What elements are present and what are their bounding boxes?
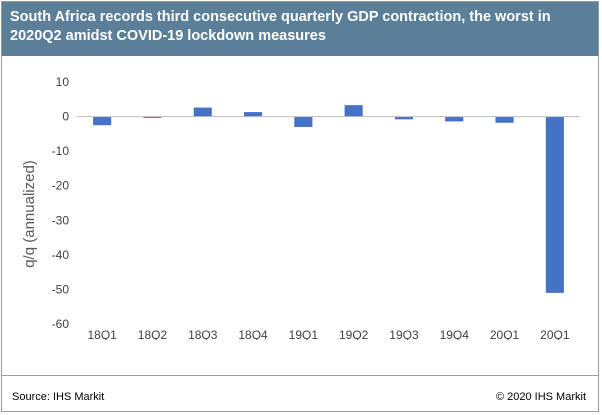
bar-19q1-4 [294, 116, 313, 127]
source-note: Source: IHS Markit [12, 391, 105, 403]
x-tick-label: 20Q1 [540, 328, 570, 340]
y-tick-label: -40 [52, 248, 70, 262]
x-tick-label: 19Q2 [339, 328, 369, 340]
y-axis-ticks: 10 0 -10 -20 -30 -40 -50 -60 [52, 75, 70, 331]
y-tick-label: -30 [52, 213, 70, 227]
footer: Source: IHS Markit © 2020 IHS Markit [2, 375, 598, 411]
bar-18q1-0 [93, 116, 112, 126]
y-tick-label: -10 [52, 144, 70, 158]
x-tick-label: 19Q4 [440, 328, 470, 340]
x-tick-label: 20Q1 [490, 328, 520, 340]
x-tick-label: 18Q2 [138, 328, 168, 340]
x-tick-label: 18Q4 [238, 328, 268, 340]
bar-19q2-5 [344, 105, 363, 117]
x-tick-label: 19Q3 [389, 328, 419, 340]
bar-19q3-6 [394, 116, 414, 120]
x-tick-label: 18Q3 [188, 328, 218, 340]
x-tick-label: 18Q1 [87, 328, 117, 340]
y-tick-label: -50 [52, 282, 70, 296]
y-tick-label: -20 [52, 179, 70, 193]
y-axis-label: q/q (annualized) [21, 160, 38, 268]
copyright-note: © 2020 IHS Markit [495, 391, 586, 403]
y-tick-label: 0 [62, 110, 69, 124]
bar-20q1-8 [495, 116, 514, 123]
title-bar: South Africa records third consecutive q… [2, 2, 598, 56]
bar-18q3-2 [193, 107, 212, 117]
y-tick-label: -60 [52, 317, 70, 331]
bar-18q2-1 [143, 116, 162, 118]
bar-chart: q/q (annualized) 10 0 -10 -20 -30 -40 -50 -60 1… [21, 75, 580, 340]
y-tick-label: 10 [56, 75, 70, 89]
bar-18q4-3 [243, 112, 263, 117]
bars [93, 105, 564, 293]
bar-19q4-7 [445, 116, 464, 122]
bar-20q1-9 [545, 116, 564, 293]
chart-title: South Africa records third consecutive q… [10, 9, 551, 44]
x-axis-ticks: 18Q1 18Q2 18Q3 18Q4 19Q1 19Q2 19Q3 19Q4 20Q1 20Q1 [87, 328, 569, 340]
x-tick-label: 19Q1 [289, 328, 319, 340]
